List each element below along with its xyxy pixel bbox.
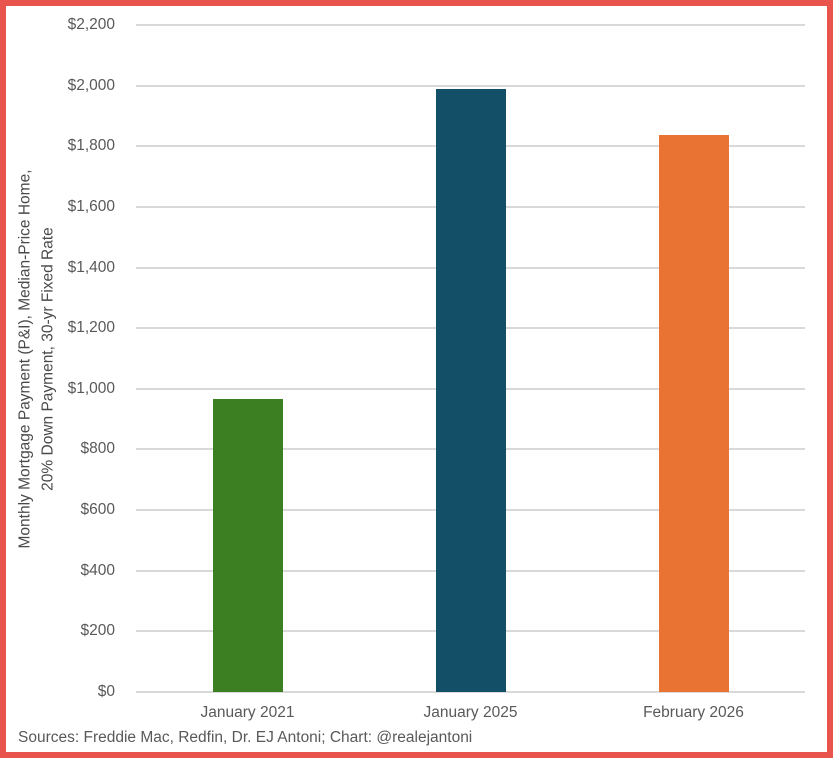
source-note: Sources: Freddie Mac, Redfin, Dr. EJ Ant…: [18, 729, 473, 746]
gridline: [136, 84, 805, 87]
y-tick-label: $200: [80, 622, 115, 640]
y-tick-label: $1,600: [67, 197, 115, 215]
x-category-label: January 2021: [200, 704, 295, 721]
y-tick-label: $2,000: [67, 76, 115, 94]
y-axis-title-line2: 20% Down Payment, 30-yr Fixed Rate: [39, 227, 57, 491]
x-category-label: January 2025: [423, 704, 518, 721]
x-axis-line: [136, 691, 805, 693]
y-tick-label: $2,200: [67, 16, 115, 33]
y-tick-label: $1,000: [67, 379, 115, 397]
y-tick-label: $600: [80, 501, 115, 519]
x-category-label: February 2026: [643, 704, 744, 721]
y-tick-label: $400: [80, 561, 115, 579]
y-tick-label: $800: [80, 440, 115, 458]
y-axis-title-line1: Monthly Mortgage Payment (P&I), Median-P…: [16, 169, 34, 549]
y-tick-label: $1,800: [67, 137, 115, 155]
y-tick-label: $0: [97, 683, 115, 700]
gridline: [136, 24, 805, 26]
bar-january-2025: [435, 88, 506, 692]
plot-area: [136, 24, 805, 693]
bar-february-2026: [658, 135, 729, 692]
bar-january-2021: [212, 399, 283, 692]
y-tick-label: $1,200: [67, 319, 115, 337]
y-axis-title: Monthly Mortgage Payment (P&I), Median-P…: [14, 26, 60, 693]
y-tick-label: $1,400: [67, 258, 115, 276]
